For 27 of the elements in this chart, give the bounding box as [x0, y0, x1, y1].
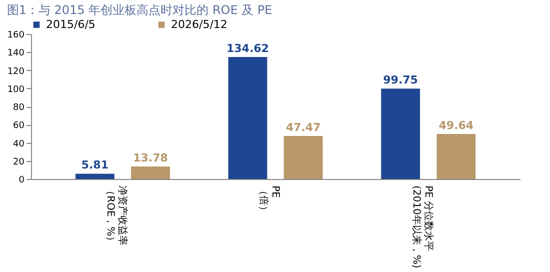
y-tick-label: 20: [13, 157, 25, 168]
bar: [436, 134, 476, 179]
data-label: 47.47: [286, 120, 321, 134]
y-tick-label: 40: [13, 139, 25, 150]
bar: [131, 166, 170, 179]
x-tick-label: 净资产收益率（ROE，%）: [104, 186, 129, 246]
legend-label: 2015/6/5: [46, 18, 96, 31]
data-label: 13.78: [133, 152, 168, 165]
bar: [381, 88, 420, 179]
data-label: 134.62: [226, 42, 269, 55]
x-tick-label: PE 分位数水平(2010年以来，%): [410, 186, 434, 268]
y-tick-label: 140: [7, 48, 25, 59]
y-tick-label: 120: [7, 66, 25, 77]
y-tick-label: 60: [13, 121, 25, 132]
bar: [284, 136, 323, 179]
y-tick-label: 80: [13, 103, 25, 113]
legend-label: 2026/5/12: [171, 18, 228, 31]
chart-title: 图1：与 2015 年创业板高点时对比的 ROE 及 PE: [6, 3, 272, 17]
y-tick-label: 100: [7, 84, 25, 95]
y-tick-label: 160: [7, 30, 25, 40]
x-tick-label: PE（倍）: [258, 186, 280, 216]
bar: [75, 174, 114, 179]
bar: [228, 57, 268, 179]
data-label: 49.64: [438, 119, 474, 132]
data-label: 5.81: [81, 158, 108, 172]
y-tick-label: 0: [18, 176, 25, 186]
data-label: 99.75: [383, 74, 418, 87]
